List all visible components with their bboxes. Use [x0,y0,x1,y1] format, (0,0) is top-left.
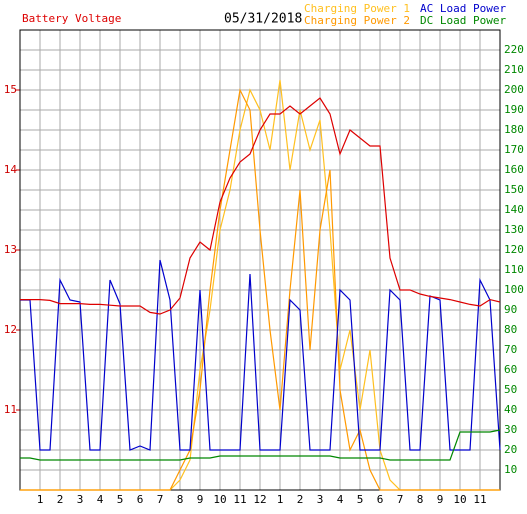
x-tick-label: 1 [277,493,284,506]
x-tick-label: 4 [337,493,344,506]
x-tick-label: 11 [473,493,486,506]
x-tick-label: 2 [57,493,64,506]
y2-tick-label: 130 [504,223,524,236]
series-line [20,97,501,315]
y-tick-label: 14 [4,163,18,176]
x-tick-label: 5 [117,493,124,506]
x-tick-label: 5 [357,493,364,506]
legend-entry: DC Load Power [420,14,506,27]
y2-tick-label: 100 [504,283,524,296]
x-tick-label: 12 [253,493,266,506]
y2-tick-label: 140 [504,203,524,216]
x-tick-label: 8 [417,493,424,506]
x-tick-label: 9 [197,493,204,506]
y-tick-label: 13 [4,243,17,256]
y2-tick-label: 150 [504,183,524,196]
x-tick-label: 8 [177,493,184,506]
y2-tick-label: 90 [504,303,517,316]
x-tick-label: 7 [397,493,404,506]
x-tick-label: 7 [157,493,164,506]
legend-entry: AC Load Power [420,2,506,15]
series-line [20,429,501,461]
chart-title: 05/31/2018 [224,12,302,27]
x-tick-label: 11 [233,493,246,506]
x-tick-label: 9 [437,493,444,506]
legend-entry: Charging Power 2 [304,14,410,27]
y2-tick-label: 220 [504,43,524,56]
y2-tick-label: 120 [504,243,524,256]
y2-tick-label: 10 [504,463,517,476]
x-tick-label: 3 [77,493,84,506]
y-tick-label: 15 [4,83,17,96]
y2-tick-label: 170 [504,143,524,156]
y2-tick-label: 50 [504,383,517,396]
x-tick-label: 4 [97,493,104,506]
y2-tick-label: 110 [504,263,524,276]
series-line [20,88,500,491]
plot-frame [19,29,501,491]
x-tick-label: 6 [377,493,384,506]
y2-tick-label: 80 [504,323,517,336]
y2-tick-label: 60 [504,363,517,376]
y2-tick-label: 30 [504,423,517,436]
y2-tick-label: 20 [504,443,517,456]
y-tick-label: 11 [4,403,17,416]
y2-tick-label: 70 [504,343,517,356]
legend-entry: Charging Power 1 [304,2,410,15]
y-tick-label: 12 [4,323,17,336]
y2-tick-label: 190 [504,103,524,116]
x-tick-label: 10 [213,493,226,506]
y2-tick-label: 210 [504,63,524,76]
y2-tick-label: 200 [504,83,524,96]
x-tick-label: 3 [317,493,324,506]
x-tick-label: 2 [297,493,304,506]
x-tick-label: 1 [37,493,44,506]
x-tick-label: 10 [453,493,466,506]
x-tick-label: 6 [137,493,144,506]
y2-tick-label: 40 [504,403,517,416]
y2-tick-label: 160 [504,163,524,176]
series-line [20,259,501,451]
legend-entry: Battery Voltage [22,12,121,25]
y2-tick-label: 180 [504,123,524,136]
